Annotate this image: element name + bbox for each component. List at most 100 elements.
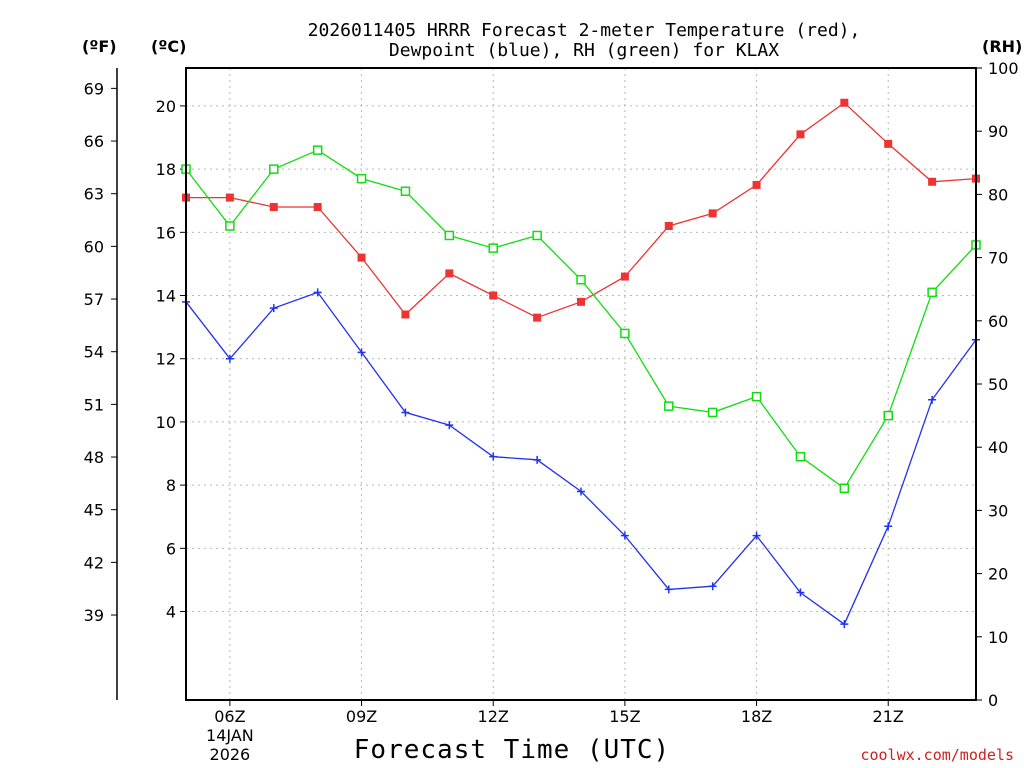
rh-point [488,243,498,253]
temperature-point [752,180,761,189]
fahrenheit-tick-label: 63 [84,185,104,204]
temperature-point [796,130,805,139]
rh-tick-label: 90 [988,122,1008,141]
x-tick-label: 12Z [478,707,509,726]
dewpoint-line [185,291,977,626]
temperature-point [401,310,410,319]
temperature-point [620,272,629,281]
dewpoint-point [313,288,322,297]
x-tick-date: 14JAN [206,726,254,745]
chart-title-line1: 2026011405 HRRR Forecast 2-meter Tempera… [308,20,861,41]
celsius-tick-label: 18 [156,160,176,179]
rh-point [620,328,630,339]
temperature-point [445,269,454,278]
dewpoint-point [269,304,278,313]
celsius-tick-label: 20 [156,97,176,116]
temperature-point [840,98,849,107]
dewpoint-point [445,421,454,430]
rh-point [664,401,674,411]
rh-point [269,164,279,174]
celsius-tick-label: 12 [156,350,176,369]
data-series [181,98,981,629]
rh-point [400,186,411,196]
dewpoint-point [664,585,673,594]
fahrenheit-tick-label: 66 [84,132,104,151]
temperature-point [577,297,585,306]
chart-title-line2: Dewpoint (blue), RH (green) for KLAX [389,40,779,61]
rh-point [225,221,235,231]
credit-text: coolwx.com/models [860,746,1014,764]
rh-point [707,407,718,418]
rh-point [795,451,806,462]
fahrenheit-tick-label: 45 [84,501,104,520]
rh-tick-label: 40 [988,438,1008,457]
rh-point [883,410,893,421]
rh-tick-label: 10 [988,628,1008,647]
celsius-tick-label: 16 [156,223,176,242]
temperature-point [269,203,278,212]
fahrenheit-tick-label: 69 [84,79,104,98]
rh-tick-label: 100 [988,59,1019,78]
fahrenheit-axis-unit: (ºF) [82,37,117,56]
rh-axis-ticks: 0 10 20 30 40 50 60 70 80 90 100 [976,59,1019,710]
dewpoint-point [225,354,234,363]
x-tick-label: 15Z [609,707,640,726]
dewpoint-point [796,588,805,597]
temperature-point [313,203,322,212]
celsius-tick-label: 14 [156,287,176,306]
fahrenheit-tick-label: 54 [84,343,104,362]
rh-tick-label: 20 [988,565,1008,584]
rh-point [927,287,937,298]
fahrenheit-axis-ticks: 39 42 45 48 51 54 57 60 63 66 69 [84,79,117,625]
temperature-point [533,313,542,322]
fahrenheit-tick-label: 60 [84,237,104,256]
dewpoint-point [533,455,542,464]
rh-point [839,483,850,494]
celsius-tick-label: 6 [166,539,176,558]
dewpoint-point [884,522,893,531]
dewpoint-point [489,452,498,461]
rh-point [576,274,586,285]
dewpoint-point [577,487,585,496]
celsius-tick-label: 10 [156,413,176,432]
fahrenheit-tick-label: 39 [84,606,104,625]
rh-tick-label: 50 [988,375,1008,394]
temperature-point [489,291,498,300]
rh-line [185,149,977,490]
temperature-line [186,101,977,319]
rh-point [356,173,367,184]
rh-tick-label: 60 [988,312,1008,331]
dewpoint-point [752,531,761,540]
temperature-point [928,177,937,186]
fahrenheit-tick-label: 57 [84,290,104,309]
dewpoint-point [357,348,366,357]
temperature-point [225,193,234,202]
celsius-axis-unit: (ºC) [151,37,186,56]
x-tick-label: 09Z [346,707,377,726]
fahrenheit-tick-label: 48 [84,448,104,467]
plot-frame [185,67,977,701]
temperature-point [357,253,366,262]
rh-point [751,391,762,402]
rh-point [312,145,323,155]
celsius-tick-label: 4 [166,603,176,622]
temperature-point [664,222,673,230]
rh-point [532,230,542,241]
dewpoint-point [928,395,937,404]
dewpoint-point [620,531,629,540]
temperature-point [708,209,717,218]
celsius-axis-ticks: 4 6 8 10 12 14 16 18 20 [156,97,186,622]
x-tick-label: 21Z [873,707,904,726]
rh-tick-label: 30 [988,501,1008,520]
celsius-tick-label: 8 [166,476,176,495]
rh-point [444,230,455,241]
x-tick-year: 2026 [210,745,251,764]
temperature-point [884,139,893,148]
dewpoint-point [708,582,717,591]
rh-tick-label: 80 [988,185,1008,204]
x-axis-label: Forecast Time (UTC) [354,735,670,765]
dewpoint-point [401,408,410,417]
grid-lines [186,68,976,700]
